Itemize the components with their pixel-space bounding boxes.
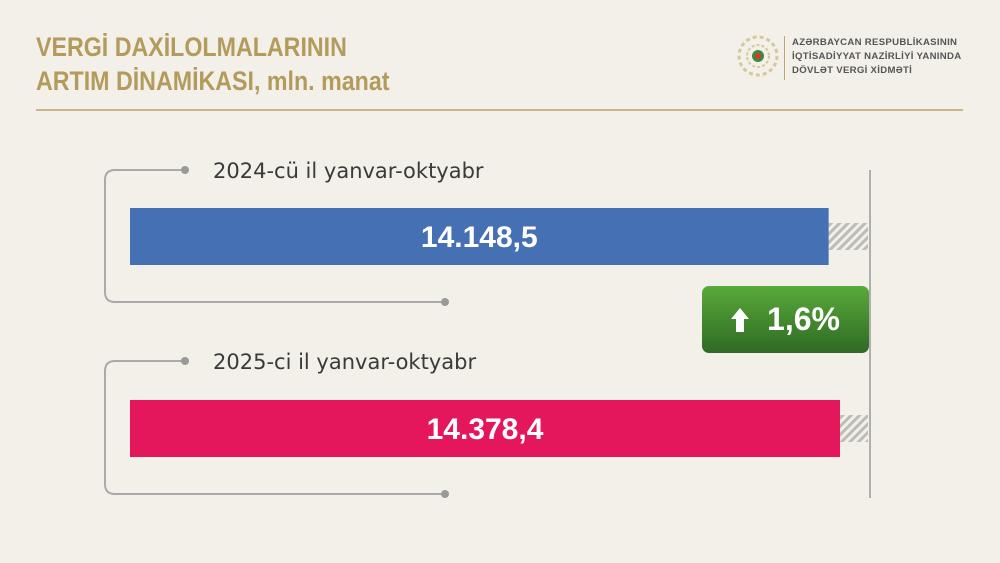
title-line-1: VERGİ DAXİLOLMALARININ: [36, 32, 347, 62]
bracket-dot: [441, 298, 449, 306]
bracket-dot: [441, 490, 449, 498]
bar-hatch-2025: [840, 415, 868, 442]
arrow-up-icon: [731, 307, 750, 332]
category-label-2025: 2025-ci il yanvar-oktyabr: [213, 350, 476, 374]
bar-2024: [130, 208, 829, 265]
title-line-2: ARTIM DİNAMİKASI, mln. manat: [36, 66, 390, 96]
bar-hatch-2024: [828, 223, 868, 250]
change-badge: 1,6%: [702, 286, 869, 353]
org-line-1: AZƏRBAYCAN RESPUBLİKASININ: [792, 37, 958, 48]
value-label-2025: 14.378,4: [427, 413, 544, 446]
brackets: [104, 169, 445, 495]
bracket-2024: [104, 169, 445, 303]
value-label-2024: 14.148,5: [421, 221, 538, 254]
org-line-2: İQTİSADİYYAT NAZİRLİYİ YANINDA: [792, 51, 962, 62]
bracket-2025: [104, 360, 445, 495]
organization-name: AZƏRBAYCAN RESPUBLİKASININ İQTİSADİYYAT …: [792, 36, 961, 78]
change-value: 1,6%: [767, 301, 840, 337]
bracket-dot: [181, 357, 189, 365]
header-divider: [36, 109, 963, 111]
org-line-3: DÖVLƏT VERGİ XİDMƏTİ: [792, 65, 913, 76]
emblem-logo-icon: [737, 35, 779, 77]
bracket-dot: [181, 166, 189, 174]
page-title: VERGİ DAXİLOLMALARININ ARTIM DİNAMİKASI,…: [36, 30, 389, 98]
logo-divider: [784, 36, 785, 80]
category-label-2024: 2024-cü il yanvar-oktyabr: [213, 159, 484, 183]
bar-2025: [130, 400, 840, 457]
